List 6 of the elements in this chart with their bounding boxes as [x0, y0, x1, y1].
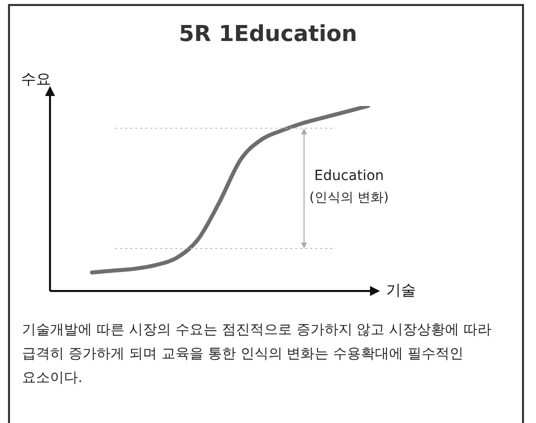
annotation: (인식의 변화)	[309, 190, 389, 206]
y-axis-title: 수요	[21, 70, 51, 88]
annotation: Education	[314, 168, 384, 184]
chart-title: 5R 1Education	[178, 22, 358, 47]
x-axis-title: 기술	[386, 280, 416, 299]
text: 기술개발에 따른 시장의 수요는 점진적으로 증가하지 않고 시장상황에 따라 급격히 증가하게 되며 교육을 통한 인식의 변화는 수용확대에 필수적인 요소이다.	[22, 321, 493, 388]
